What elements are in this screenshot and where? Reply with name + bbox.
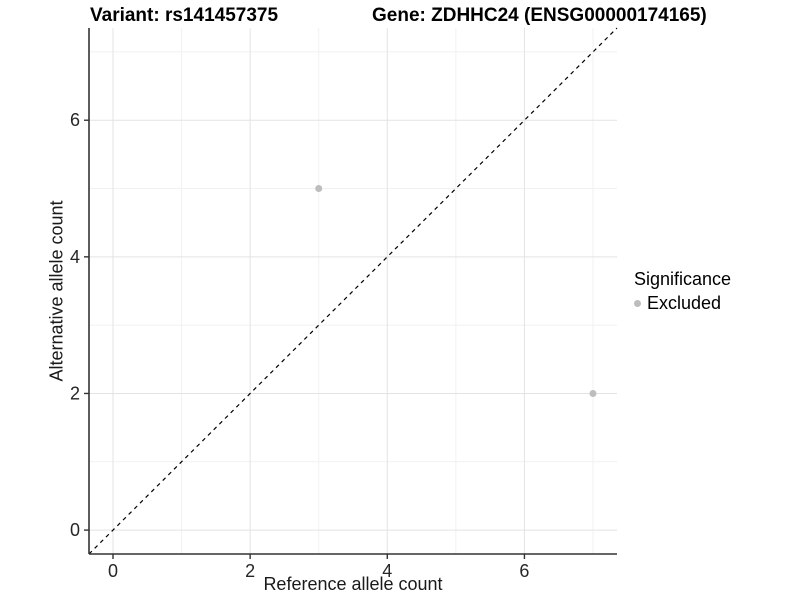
legend-key bbox=[630, 300, 644, 307]
y-tick-label: 2 bbox=[70, 383, 80, 403]
x-tick-label: 0 bbox=[108, 561, 118, 581]
x-axis-title: Reference allele count bbox=[263, 574, 443, 594]
legend-item-excluded: Excluded bbox=[630, 293, 731, 314]
y-tick-label: 4 bbox=[70, 247, 80, 267]
legend: Significance Excluded bbox=[630, 269, 731, 314]
x-tick-label: 6 bbox=[519, 561, 529, 581]
y-tick-label: 6 bbox=[70, 110, 80, 130]
legend-title: Significance bbox=[634, 269, 732, 289]
gene-title: Gene: ZDHHC24 (ENSG00000174165) bbox=[372, 5, 707, 26]
x-tick-label: 4 bbox=[382, 561, 392, 581]
excluded-dot-icon bbox=[633, 300, 641, 307]
data-point-excluded bbox=[315, 185, 323, 193]
identity-dashed-line bbox=[88, 27, 618, 555]
data-point-excluded bbox=[589, 389, 597, 397]
y-axis-title: Alternative allele count bbox=[46, 200, 67, 382]
x-tick-label: 2 bbox=[245, 561, 255, 581]
y-tick-label: 0 bbox=[70, 520, 80, 540]
legend-item-label: Excluded bbox=[647, 293, 722, 313]
variant-title: Variant: rs141457375 bbox=[90, 5, 279, 26]
